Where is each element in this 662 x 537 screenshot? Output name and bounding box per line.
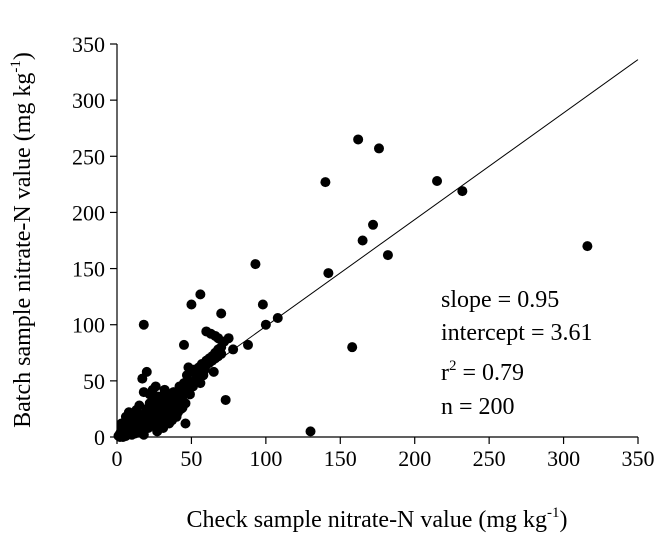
- x-tick-label: 100: [249, 446, 282, 471]
- stats-annotation: slope = 0.95 intercept = 3.61 r2 = 0.79 …: [441, 287, 593, 420]
- slope-label: slope = 0.95: [441, 287, 559, 313]
- x-tick-label: 150: [324, 446, 357, 471]
- data-point: [432, 175, 443, 186]
- plot-area: [116, 44, 638, 438]
- data-point: [260, 319, 271, 330]
- data-point: [305, 426, 316, 437]
- data-point: [180, 418, 191, 429]
- y-axis-title: Batch sample nitrate-N value (mg kg-1): [8, 52, 36, 428]
- x-tick-label: 0: [112, 446, 123, 471]
- data-points: [113, 134, 593, 442]
- data-point: [373, 143, 384, 154]
- data-point: [272, 312, 283, 323]
- x-tick-label: 250: [473, 446, 506, 471]
- data-point: [320, 177, 331, 188]
- x-tick-label: 300: [547, 446, 580, 471]
- x-tick-label: 50: [180, 446, 202, 471]
- data-point: [250, 259, 261, 270]
- y-tick-label: 150: [72, 257, 105, 282]
- data-point: [353, 134, 364, 145]
- data-point: [183, 362, 194, 373]
- y-tick-label: 350: [72, 32, 105, 57]
- y-tick-label: 300: [72, 88, 105, 113]
- data-point: [368, 219, 379, 230]
- data-point: [216, 348, 227, 359]
- data-point: [208, 366, 219, 377]
- y-axis-ticks: 0 50 100 150 200 250 300 350: [72, 32, 117, 450]
- data-point: [347, 342, 358, 353]
- intercept-label: intercept = 3.61: [441, 320, 593, 346]
- n-label: n = 200: [441, 394, 515, 420]
- data-point: [161, 397, 172, 408]
- x-axis-ticks: 0 50 100 150 200 250 300 350: [112, 437, 655, 471]
- x-tick-label: 350: [622, 446, 655, 471]
- data-point: [228, 344, 239, 355]
- data-point: [135, 426, 146, 437]
- data-point: [138, 319, 149, 330]
- data-point: [323, 268, 334, 279]
- data-point: [195, 289, 206, 300]
- data-point: [457, 186, 468, 197]
- data-point: [382, 250, 393, 261]
- data-point: [159, 384, 170, 395]
- y-tick-label: 100: [72, 313, 105, 338]
- data-point: [186, 299, 197, 310]
- data-point: [216, 308, 227, 319]
- r-squared-label: r2 = 0.79: [441, 358, 524, 386]
- data-point: [582, 241, 593, 252]
- data-point: [137, 373, 148, 384]
- y-tick-label: 0: [94, 425, 105, 450]
- y-tick-label: 200: [72, 200, 105, 225]
- x-tick-label: 200: [398, 446, 431, 471]
- data-point: [223, 333, 234, 344]
- y-tick-label: 250: [72, 144, 105, 169]
- data-point: [257, 299, 268, 310]
- data-point: [176, 393, 187, 404]
- data-point: [357, 235, 368, 246]
- data-point: [242, 339, 253, 350]
- data-point: [178, 339, 189, 350]
- data-point: [150, 381, 161, 392]
- data-point: [213, 333, 224, 344]
- data-point: [220, 394, 231, 405]
- y-tick-label: 50: [83, 369, 105, 394]
- data-point: [195, 371, 206, 382]
- data-point: [164, 418, 175, 429]
- x-axis-title: Check sample nitrate-N value (mg kg-1): [186, 505, 567, 533]
